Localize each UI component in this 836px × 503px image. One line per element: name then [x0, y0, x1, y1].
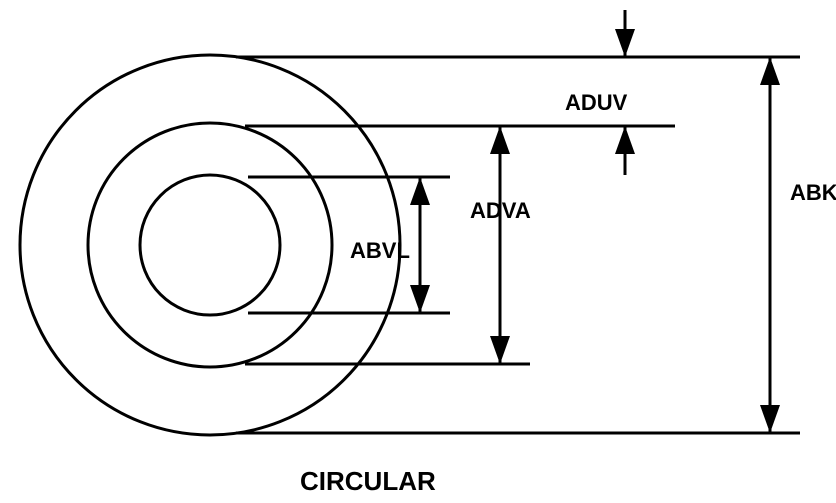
middle-circle	[88, 123, 332, 367]
diagram-title: CIRCULAR	[300, 466, 436, 496]
abkv-arrow-bottom	[760, 405, 780, 433]
abvl-arrow-bottom	[410, 285, 430, 313]
diagram-container: ABKV ADUV ADVA ABVL CIRCULAR	[0, 0, 836, 503]
circular-diagram: ABKV ADUV ADVA ABVL CIRCULAR	[0, 0, 836, 503]
aduv-label: ADUV	[565, 90, 628, 115]
abkv-arrow-top	[760, 57, 780, 85]
outer-circle	[20, 55, 400, 435]
aduv-arrow-down	[615, 29, 635, 57]
adva-label: ADVA	[470, 198, 531, 223]
aduv-arrow-up	[615, 126, 635, 154]
abvl-arrow-top	[410, 177, 430, 205]
adva-arrow-bottom	[490, 336, 510, 364]
adva-arrow-top	[490, 126, 510, 154]
abkv-label: ABKV	[790, 180, 836, 205]
abvl-label: ABVL	[350, 238, 410, 263]
inner-circle	[140, 175, 280, 315]
